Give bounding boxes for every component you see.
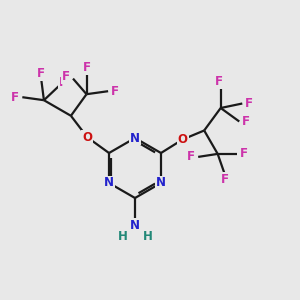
Text: F: F: [11, 91, 19, 104]
Text: O: O: [178, 133, 188, 146]
Text: O: O: [82, 131, 92, 144]
Text: F: F: [62, 70, 70, 83]
Text: F: F: [221, 172, 229, 186]
Text: N: N: [130, 219, 140, 232]
Text: F: F: [240, 147, 248, 161]
Text: N: N: [104, 176, 114, 190]
Text: F: F: [82, 61, 91, 74]
Text: F: F: [59, 76, 67, 89]
Text: H: H: [143, 230, 152, 243]
Text: F: F: [37, 67, 45, 80]
Text: F: F: [245, 97, 253, 110]
Text: F: F: [242, 115, 250, 128]
Text: H: H: [118, 230, 127, 243]
Text: N: N: [130, 131, 140, 145]
Text: F: F: [187, 150, 195, 164]
Text: F: F: [111, 85, 119, 98]
Text: F: F: [215, 75, 223, 88]
Text: N: N: [156, 176, 166, 190]
